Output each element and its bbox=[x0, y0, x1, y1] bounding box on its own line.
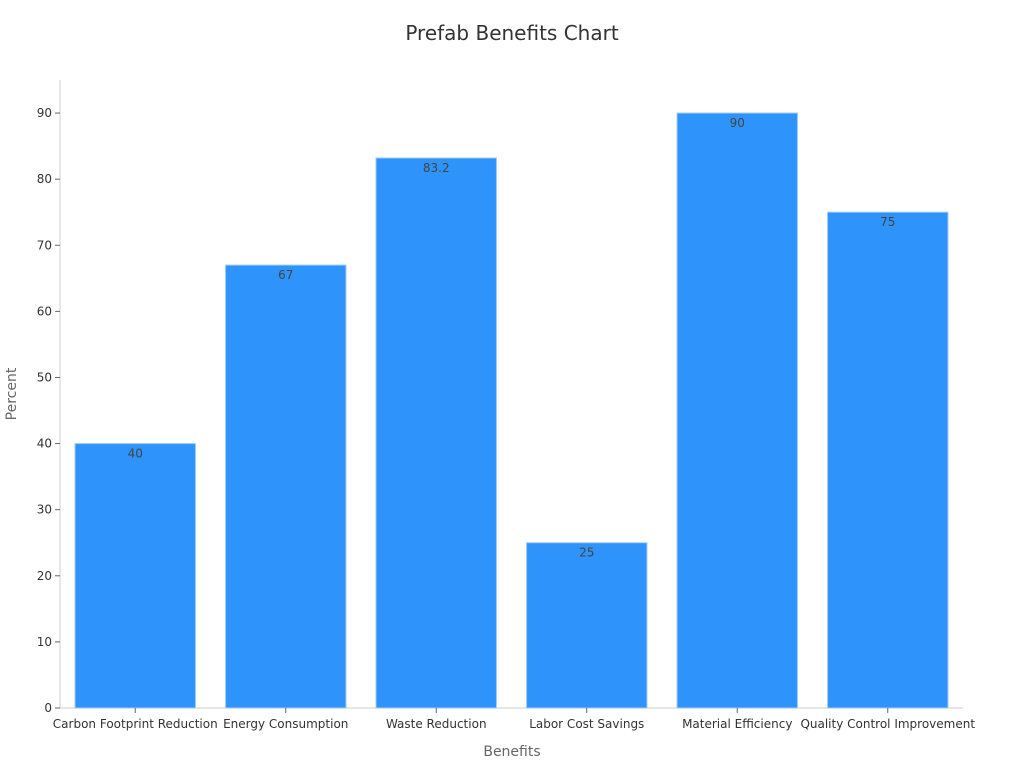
data-label: 83.2 bbox=[423, 161, 450, 175]
data-label: 25 bbox=[579, 546, 594, 560]
data-label: 67 bbox=[278, 268, 293, 282]
x-tick-label: Labor Cost Savings bbox=[529, 717, 644, 731]
y-tick-label: 30 bbox=[37, 503, 52, 517]
chart-title: Prefab Benefits Chart bbox=[405, 21, 618, 45]
bar bbox=[676, 112, 798, 709]
y-axis-title: Percent bbox=[4, 367, 20, 420]
x-tick-label: Quality Control Improvement bbox=[800, 717, 975, 731]
data-label: 90 bbox=[730, 116, 745, 130]
plot-area: 0 10 20 30 40 50 60 70 80 90 40 Carbon Footprint Re… bbox=[37, 80, 975, 731]
x-axis-title: Benefits bbox=[483, 744, 540, 760]
data-label: 40 bbox=[128, 447, 143, 461]
x-tick-label: Material Efficiency bbox=[682, 717, 792, 731]
bar bbox=[225, 264, 347, 709]
data-label: 75 bbox=[880, 215, 895, 229]
bar bbox=[375, 157, 497, 709]
y-tick-label: 90 bbox=[37, 106, 52, 120]
y-tick-label: 70 bbox=[37, 238, 52, 252]
x-tick-label: Carbon Footprint Reduction bbox=[53, 717, 218, 731]
y-tick-label: 60 bbox=[37, 304, 52, 318]
y-tick-label: 50 bbox=[37, 370, 52, 384]
y-tick-label: 10 bbox=[37, 635, 52, 649]
bar bbox=[74, 443, 196, 709]
bar bbox=[526, 542, 648, 709]
bar bbox=[827, 211, 949, 709]
y-tick-label: 0 bbox=[44, 701, 52, 715]
y-tick-label: 20 bbox=[37, 569, 52, 583]
y-tick-label: 40 bbox=[37, 437, 52, 451]
y-tick-label: 80 bbox=[37, 172, 52, 186]
x-tick-label: Waste Reduction bbox=[386, 717, 487, 731]
x-tick-label: Energy Consumption bbox=[223, 717, 348, 731]
